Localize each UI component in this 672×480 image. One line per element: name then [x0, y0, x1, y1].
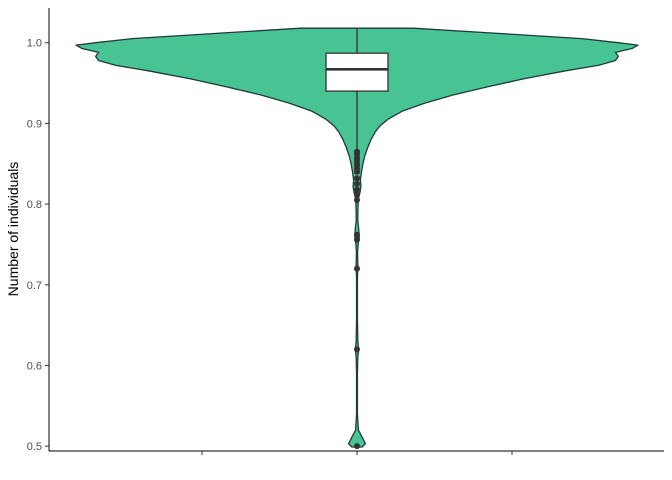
- y-tick-label: 0.7: [27, 280, 42, 292]
- y-tick-label: 0.9: [27, 118, 42, 130]
- outlier-layer: [354, 148, 360, 450]
- outlier-point: [354, 168, 360, 175]
- boxplot-layer: [325, 28, 389, 151]
- outlier-point: [354, 236, 360, 243]
- y-axis-title: Number of individuals: [5, 162, 21, 297]
- outlier-point: [354, 191, 360, 198]
- box-iqr: [325, 52, 389, 92]
- outlier-point: [354, 265, 360, 272]
- outlier-point: [354, 231, 360, 238]
- outlier-point: [354, 175, 360, 182]
- y-tick-label: 0.6: [27, 360, 42, 372]
- axis-layer: 0.5 0.6 0.7 0.8 0.9 1.0: [27, 8, 664, 455]
- outlier-point: [354, 186, 360, 193]
- outlier-point: [354, 180, 360, 187]
- y-tick-label: 0.8: [27, 199, 42, 211]
- y-tick-label: 0.5: [27, 441, 42, 453]
- outlier-point: [354, 443, 360, 450]
- y-tick-label: 1.0: [27, 38, 42, 50]
- outlier-point: [354, 346, 360, 353]
- outlier-point: [354, 197, 360, 204]
